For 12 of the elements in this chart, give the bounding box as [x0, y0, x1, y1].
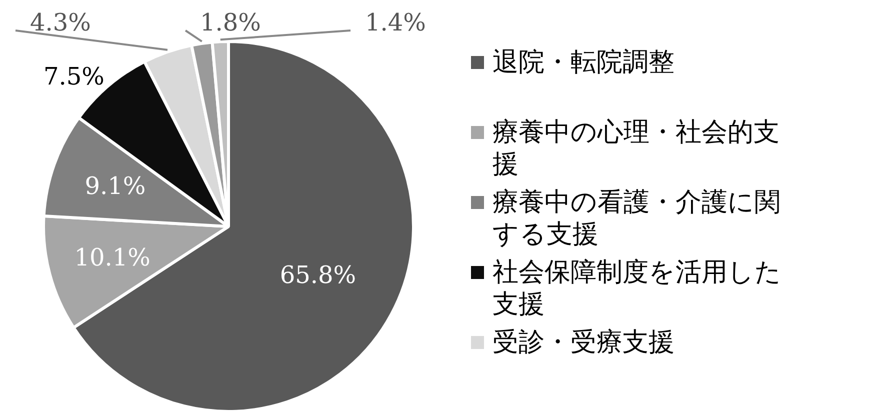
legend-label: 療養中の看護・介護に関する支援	[492, 188, 780, 250]
legend-label: 社会保障制度を活用した支援	[492, 258, 782, 320]
data-label: 65.8%	[280, 260, 356, 289]
legend-label: 療養中の心理・社会的支援	[492, 118, 780, 180]
data-label: 7.5%	[44, 62, 104, 90]
data-label: 4.3%	[30, 8, 91, 36]
data-label: 1.8%	[200, 8, 261, 36]
data-label: 9.1%	[84, 172, 146, 200]
legend-label: 受診・受療支援	[492, 328, 674, 358]
data-label: 10.1%	[74, 244, 150, 272]
legend-label: 退院・転院調整	[492, 48, 674, 78]
data-label: 1.4%	[365, 8, 426, 36]
